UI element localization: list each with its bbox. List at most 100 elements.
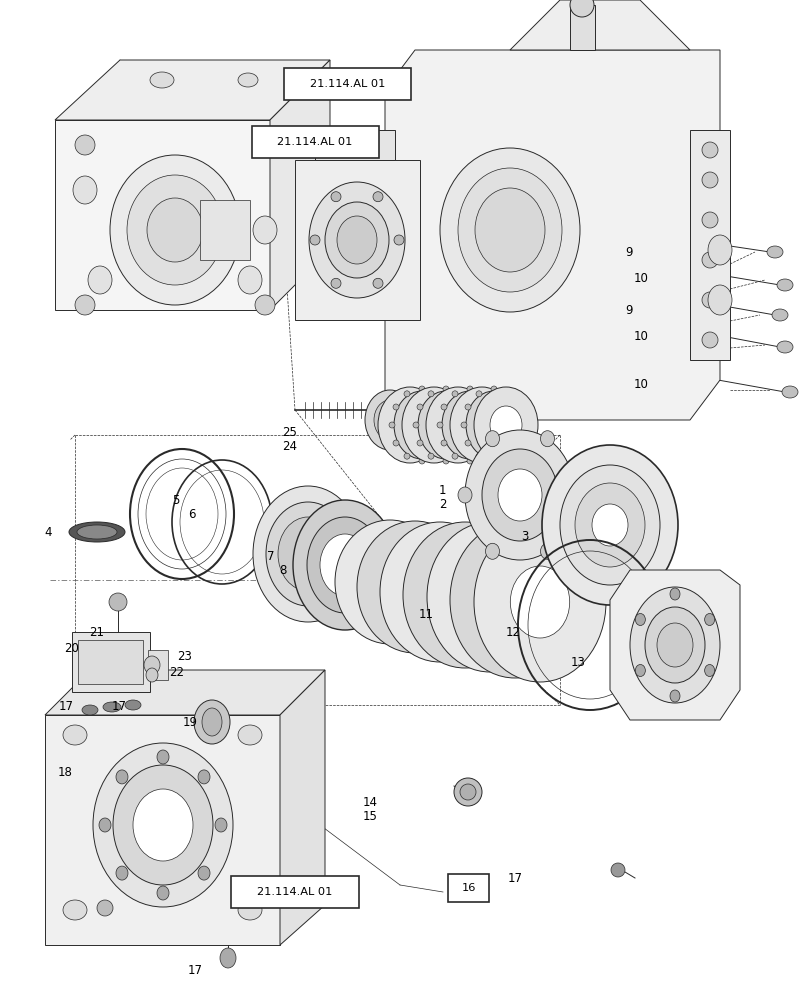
FancyBboxPatch shape xyxy=(251,126,379,158)
Ellipse shape xyxy=(147,198,203,262)
Ellipse shape xyxy=(293,500,397,630)
Ellipse shape xyxy=(320,534,370,596)
Ellipse shape xyxy=(458,487,472,503)
Ellipse shape xyxy=(127,175,223,285)
Ellipse shape xyxy=(497,422,503,428)
Ellipse shape xyxy=(394,391,450,459)
Text: 17: 17 xyxy=(59,700,74,714)
Polygon shape xyxy=(690,130,730,360)
Ellipse shape xyxy=(517,404,523,410)
Text: 14: 14 xyxy=(363,796,377,808)
Ellipse shape xyxy=(473,422,479,428)
Ellipse shape xyxy=(434,391,440,397)
Ellipse shape xyxy=(220,948,236,968)
Ellipse shape xyxy=(611,863,625,877)
Ellipse shape xyxy=(413,422,419,428)
Ellipse shape xyxy=(428,453,434,459)
Ellipse shape xyxy=(417,440,423,446)
Ellipse shape xyxy=(253,486,363,622)
Ellipse shape xyxy=(365,554,415,610)
Ellipse shape xyxy=(461,422,467,428)
Ellipse shape xyxy=(469,440,475,446)
Ellipse shape xyxy=(404,453,410,459)
Ellipse shape xyxy=(417,404,423,410)
Ellipse shape xyxy=(441,404,447,410)
Ellipse shape xyxy=(449,422,455,428)
Text: 12: 12 xyxy=(506,626,520,639)
Ellipse shape xyxy=(657,623,693,667)
Bar xyxy=(78,640,143,684)
Bar xyxy=(200,200,250,260)
Ellipse shape xyxy=(467,458,473,464)
Text: 25: 25 xyxy=(282,426,297,438)
Bar xyxy=(72,632,150,692)
Ellipse shape xyxy=(109,593,127,611)
Ellipse shape xyxy=(75,135,95,155)
Polygon shape xyxy=(510,0,690,50)
Ellipse shape xyxy=(198,866,210,880)
Ellipse shape xyxy=(404,391,410,397)
Text: 7: 7 xyxy=(267,550,275,562)
Ellipse shape xyxy=(365,390,415,450)
Polygon shape xyxy=(270,60,330,310)
FancyBboxPatch shape xyxy=(231,876,359,908)
Text: 16: 16 xyxy=(461,883,476,893)
Ellipse shape xyxy=(215,818,227,832)
Ellipse shape xyxy=(458,453,464,459)
Ellipse shape xyxy=(465,404,471,410)
Ellipse shape xyxy=(238,73,258,87)
Bar xyxy=(148,650,168,680)
Ellipse shape xyxy=(506,453,512,459)
Ellipse shape xyxy=(335,520,445,644)
Ellipse shape xyxy=(560,465,660,585)
Text: 20: 20 xyxy=(64,642,78,654)
Ellipse shape xyxy=(413,560,467,624)
Ellipse shape xyxy=(99,818,111,832)
Ellipse shape xyxy=(445,440,451,446)
Ellipse shape xyxy=(116,866,128,880)
Text: 8: 8 xyxy=(279,564,287,576)
Ellipse shape xyxy=(442,391,498,459)
Bar xyxy=(315,130,395,160)
Ellipse shape xyxy=(253,216,277,244)
Ellipse shape xyxy=(238,266,262,294)
Ellipse shape xyxy=(337,216,377,264)
Ellipse shape xyxy=(491,458,497,464)
Text: 21.114.AL 01: 21.114.AL 01 xyxy=(277,137,353,147)
Ellipse shape xyxy=(772,309,788,321)
Text: 23: 23 xyxy=(177,650,191,664)
Ellipse shape xyxy=(767,246,783,258)
Ellipse shape xyxy=(75,295,95,315)
Ellipse shape xyxy=(198,770,210,784)
Ellipse shape xyxy=(380,522,500,662)
Ellipse shape xyxy=(491,386,497,392)
Ellipse shape xyxy=(440,148,580,312)
Ellipse shape xyxy=(454,778,482,806)
FancyBboxPatch shape xyxy=(284,68,411,100)
Ellipse shape xyxy=(450,522,580,678)
Ellipse shape xyxy=(702,252,718,268)
Ellipse shape xyxy=(113,765,213,885)
Ellipse shape xyxy=(705,613,714,626)
Ellipse shape xyxy=(493,404,499,410)
Ellipse shape xyxy=(541,431,554,447)
Ellipse shape xyxy=(466,391,522,459)
Ellipse shape xyxy=(402,387,466,463)
Text: 15: 15 xyxy=(363,810,377,822)
Text: 22: 22 xyxy=(169,666,183,678)
Text: 5: 5 xyxy=(172,493,180,506)
Ellipse shape xyxy=(490,406,522,444)
Ellipse shape xyxy=(702,332,718,348)
Ellipse shape xyxy=(475,188,545,272)
Ellipse shape xyxy=(82,705,98,715)
Text: 21.114.AL 01: 21.114.AL 01 xyxy=(309,79,385,89)
Ellipse shape xyxy=(374,400,406,440)
Ellipse shape xyxy=(255,135,275,155)
Ellipse shape xyxy=(437,422,443,428)
Ellipse shape xyxy=(426,387,490,463)
Ellipse shape xyxy=(116,770,128,784)
Ellipse shape xyxy=(238,900,262,920)
Ellipse shape xyxy=(157,750,169,764)
Ellipse shape xyxy=(418,391,474,459)
Ellipse shape xyxy=(157,886,169,900)
